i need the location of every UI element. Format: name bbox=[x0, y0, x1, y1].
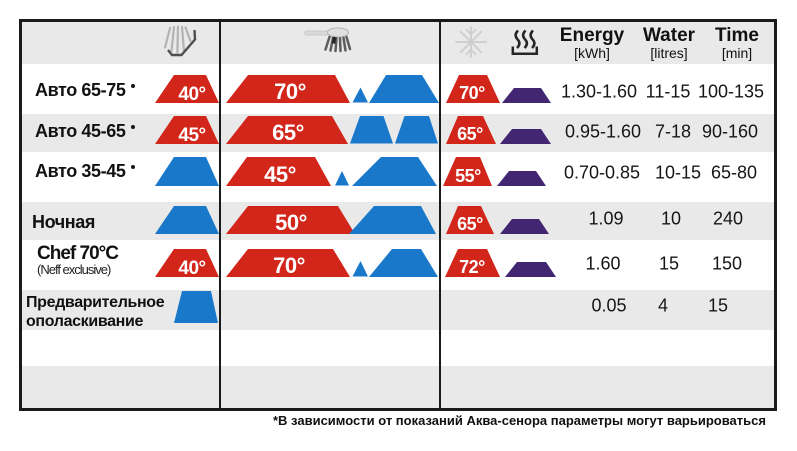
svg-text:72°: 72° bbox=[459, 257, 485, 277]
svg-text:70°: 70° bbox=[459, 83, 485, 103]
svg-text:70°: 70° bbox=[273, 253, 305, 278]
svg-text:70°: 70° bbox=[274, 79, 306, 104]
svg-text:65°: 65° bbox=[272, 120, 304, 145]
svg-text:45°: 45° bbox=[178, 125, 205, 146]
svg-text:65°: 65° bbox=[457, 214, 483, 234]
svg-text:40°: 40° bbox=[178, 258, 205, 279]
svg-text:45°: 45° bbox=[264, 162, 296, 187]
svg-text:50°: 50° bbox=[275, 210, 307, 235]
svg-text:55°: 55° bbox=[455, 166, 481, 186]
svg-text:65°: 65° bbox=[457, 124, 483, 144]
svg-text:40°: 40° bbox=[178, 84, 205, 105]
